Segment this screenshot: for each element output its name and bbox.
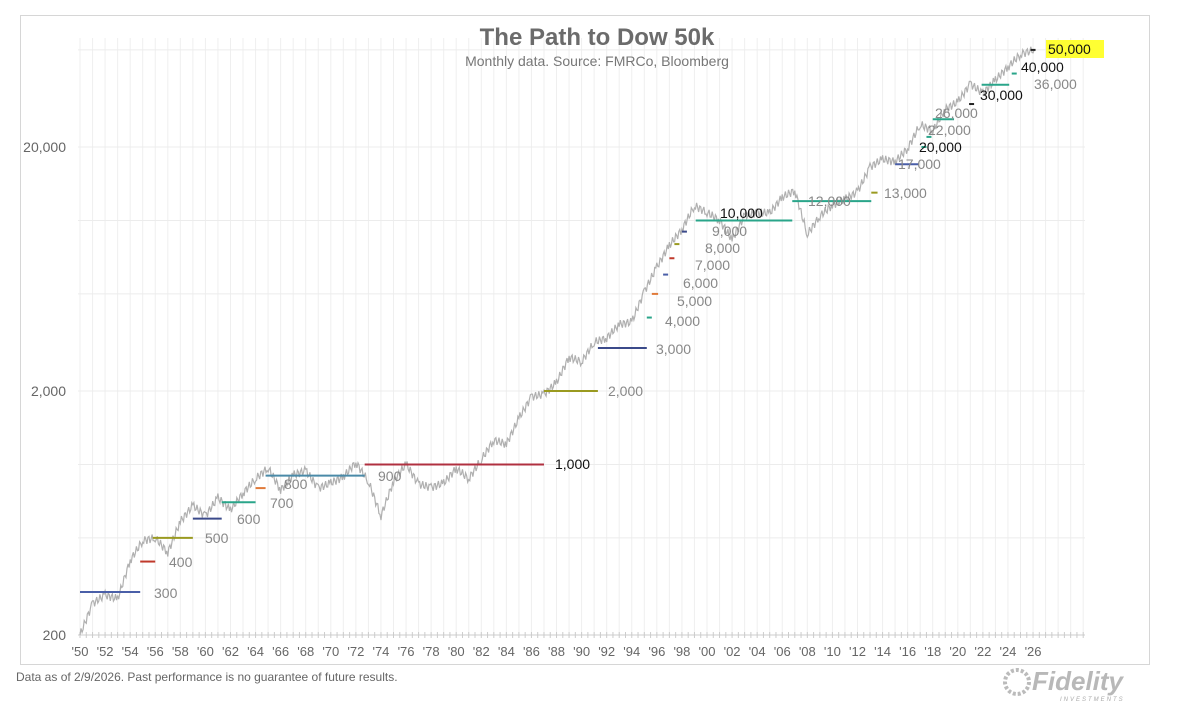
milestone-label: 36,000 [1034,76,1077,92]
x-tick-label: '04 [749,644,766,659]
x-tick-label: '72 [347,644,364,659]
x-tick-label: '24 [999,644,1016,659]
x-tick-label: '50 [72,644,89,659]
x-tick-label: '64 [247,644,264,659]
grid [78,38,1085,638]
x-tick-label: '62 [222,644,239,659]
x-tick-label: '80 [448,644,465,659]
milestone-label: 10,000 [720,205,763,221]
x-tick-label: '58 [172,644,189,659]
milestones: 300 400 500 600 700 800 900 1,000 2,000 3,000 4,00… [80,40,1104,601]
logo-mark-icon [1003,668,1031,696]
x-tick-label: '76 [398,644,415,659]
x-tick-label: '60 [197,644,214,659]
milestone-label: 6,000 [683,275,718,291]
milestone-label: 7,000 [695,257,730,273]
x-tick-label: '90 [573,644,590,659]
milestone-label: 400 [169,554,193,570]
footnote: Data as of 2/9/2026. Past performance is… [16,670,398,684]
milestone-label: 17,000 [898,156,941,172]
milestone-label: 300 [154,585,178,601]
milestone-label: 900 [378,468,402,484]
milestone-label: 600 [237,511,261,527]
x-tick-label: '74 [372,644,389,659]
milestone-label: 22,000 [928,122,971,138]
fidelity-logo: Fidelity INVESTMENTS [1003,666,1125,703]
x-tick-label: '86 [523,644,540,659]
milestone-label: 9,000 [712,223,747,239]
x-tick-label: '68 [297,644,314,659]
dow-line [79,46,1035,636]
milestone-label: 50,000 [1048,41,1091,57]
x-tick-label: '08 [799,644,816,659]
x-tick-label: '52 [97,644,114,659]
x-tick-label: '16 [899,644,916,659]
milestone-label: 2,000 [608,383,643,399]
milestone-label: 1,000 [555,456,590,472]
x-tick-label: '94 [623,644,640,659]
milestone-label: 700 [270,495,294,511]
x-tick-label: '14 [874,644,891,659]
x-tick-label: '26 [1025,644,1042,659]
milestone-label: 5,000 [677,293,712,309]
chart-frame [20,15,1150,665]
x-tick-label: '56 [147,644,164,659]
x-tick-label: '96 [648,644,665,659]
milestone-label: 13,000 [884,185,927,201]
logo-text: Fidelity [1032,666,1125,696]
x-tick-label: '00 [699,644,716,659]
x-tick-label: '70 [322,644,339,659]
x-tick-label: '18 [924,644,941,659]
milestone-label: 800 [284,476,308,492]
x-tick-label: '66 [272,644,289,659]
x-tick-label: '12 [849,644,866,659]
dow-series [79,46,1035,636]
milestone-label: 26,000 [935,105,978,121]
x-tick-label: '98 [673,644,690,659]
x-tick-label: '22 [974,644,991,659]
milestone-label: 20,000 [919,139,962,155]
x-tick-label: '54 [122,644,139,659]
x-tick-label: '78 [423,644,440,659]
milestone-label: 4,000 [665,313,700,329]
milestone-label: 12,000 [808,193,851,209]
x-tick-label: '82 [473,644,490,659]
y-tick-label: 20,000 [23,139,66,155]
milestone-label: 3,000 [656,341,691,357]
x-tick-label: '84 [498,644,515,659]
milestone-label: 40,000 [1021,59,1064,75]
x-tick-label: '20 [949,644,966,659]
y-axis: 200 2,000 20,000 [23,139,66,643]
y-tick-label: 200 [43,627,67,643]
milestone-label: 30,000 [980,87,1023,103]
milestone-label: 8,000 [705,240,740,256]
x-tick-label: '06 [774,644,791,659]
milestone-highlight [1046,40,1104,58]
x-axis: '50 '52 '54 '56 '58 '60 '62 '64 '66 '68 '70 '72 '74 '… [72,644,1042,659]
x-tick-label: '02 [724,644,741,659]
y-tick-label: 2,000 [31,383,66,399]
chart-title: The Path to Dow 50k [480,24,715,51]
chart-subtitle: Monthly data. Source: FMRCo, Bloomberg [465,53,729,69]
milestone-label: 500 [205,530,229,546]
x-tick-label: '92 [598,644,615,659]
logo-subtext: INVESTMENTS [1060,697,1125,703]
x-tick-label: '88 [548,644,565,659]
x-tick-label: '10 [824,644,841,659]
